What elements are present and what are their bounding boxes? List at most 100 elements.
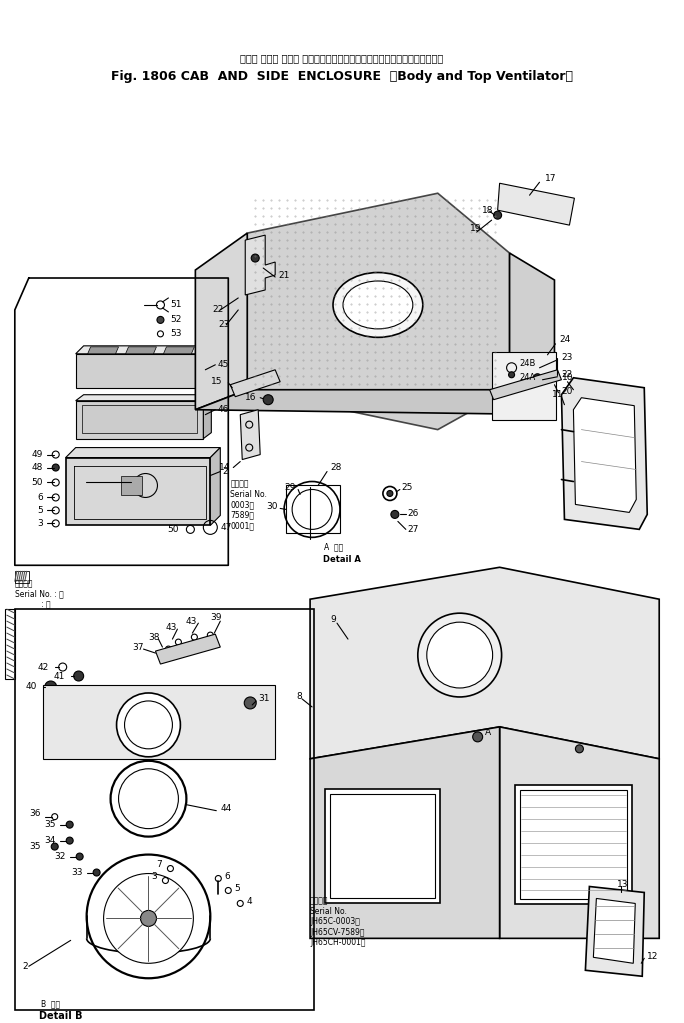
Polygon shape — [247, 193, 510, 430]
Text: 24: 24 — [560, 336, 570, 345]
Text: 35: 35 — [29, 842, 41, 851]
Polygon shape — [510, 253, 555, 414]
Bar — [492, 352, 557, 419]
Text: 6: 6 — [37, 493, 42, 502]
Text: 12: 12 — [647, 951, 659, 961]
Text: 42: 42 — [38, 663, 49, 671]
Circle shape — [140, 910, 157, 927]
Text: 22: 22 — [562, 370, 573, 380]
Polygon shape — [310, 568, 659, 759]
Text: 32: 32 — [54, 852, 66, 861]
Text: 46: 46 — [218, 405, 228, 414]
Text: 33: 33 — [71, 869, 83, 877]
Text: 26: 26 — [408, 508, 419, 518]
Bar — [286, 486, 340, 533]
Circle shape — [391, 510, 399, 519]
Text: 22: 22 — [212, 306, 224, 314]
Text: 10: 10 — [562, 373, 573, 383]
Circle shape — [284, 482, 340, 537]
Text: 2: 2 — [23, 962, 29, 971]
Text: 36: 36 — [29, 809, 41, 818]
Text: 6: 6 — [224, 872, 230, 881]
Polygon shape — [196, 233, 247, 409]
Circle shape — [509, 371, 514, 377]
Circle shape — [427, 622, 492, 688]
Text: 24A: 24A — [520, 373, 536, 383]
Text: 51: 51 — [170, 301, 182, 309]
Circle shape — [124, 701, 172, 749]
Text: 5: 5 — [234, 884, 240, 893]
Text: 14: 14 — [219, 463, 231, 472]
Text: 18: 18 — [482, 206, 493, 215]
Circle shape — [52, 464, 60, 471]
Text: 16: 16 — [245, 393, 256, 402]
Polygon shape — [66, 457, 210, 526]
Text: 38: 38 — [148, 632, 160, 641]
Text: 50: 50 — [31, 478, 42, 487]
Polygon shape — [203, 346, 211, 388]
Text: 8: 8 — [296, 693, 302, 702]
Circle shape — [87, 854, 210, 978]
Circle shape — [534, 373, 542, 382]
Ellipse shape — [343, 281, 413, 328]
Bar — [5, 609, 15, 679]
Text: 19: 19 — [470, 224, 481, 232]
Bar — [81, 405, 198, 433]
Circle shape — [292, 489, 332, 529]
Polygon shape — [76, 354, 203, 388]
Bar — [514, 785, 632, 904]
Text: 20: 20 — [562, 388, 573, 396]
Circle shape — [44, 681, 57, 693]
Text: 24B: 24B — [520, 359, 536, 368]
Text: 37: 37 — [133, 642, 144, 652]
Text: 34: 34 — [44, 836, 55, 845]
Text: 適用番号
Serial No.
JH65C-0003～
JH65CV-7589～
JH65CH-0001～: 適用番号 Serial No. JH65C-0003～ JH65CV-7589～… — [310, 896, 365, 947]
Text: 4: 4 — [246, 897, 252, 906]
Text: 30: 30 — [267, 502, 278, 510]
Text: 41: 41 — [53, 671, 65, 680]
Polygon shape — [573, 398, 636, 513]
Text: 52: 52 — [170, 315, 182, 324]
Polygon shape — [586, 887, 644, 976]
Circle shape — [383, 487, 397, 500]
Polygon shape — [498, 183, 575, 225]
Text: 適用番号
Serial No. : ～
           : ～: 適用番号 Serial No. : ～ : ～ — [15, 579, 64, 609]
Text: 35: 35 — [44, 820, 55, 830]
Polygon shape — [240, 409, 260, 459]
Text: 39: 39 — [210, 613, 222, 622]
Text: Detail A: Detail A — [323, 554, 361, 564]
Ellipse shape — [333, 272, 423, 338]
Polygon shape — [196, 390, 555, 414]
Polygon shape — [499, 727, 659, 938]
Circle shape — [66, 821, 73, 829]
Text: 15: 15 — [211, 377, 222, 387]
Polygon shape — [155, 634, 220, 664]
Polygon shape — [562, 377, 647, 529]
Text: 9: 9 — [330, 615, 336, 624]
Bar — [15, 571, 29, 583]
Text: 17: 17 — [544, 174, 556, 183]
Bar — [330, 794, 435, 898]
Text: キャブ および サイド インクロージャ（ボデーおよびトップベンチレータ）: キャブ および サイド インクロージャ（ボデーおよびトップベンチレータ） — [240, 53, 444, 63]
Text: 5: 5 — [37, 506, 42, 515]
Polygon shape — [76, 346, 211, 354]
Text: 3: 3 — [152, 872, 157, 881]
Circle shape — [93, 869, 100, 876]
Circle shape — [66, 837, 73, 844]
Text: 27: 27 — [408, 525, 419, 534]
Text: 47: 47 — [220, 523, 232, 532]
Text: A  断面: A 断面 — [324, 543, 343, 551]
Circle shape — [74, 671, 83, 681]
Text: Detail B: Detail B — [39, 1011, 82, 1021]
Circle shape — [575, 745, 583, 753]
Text: 25: 25 — [402, 483, 413, 492]
Bar — [325, 789, 440, 903]
Circle shape — [118, 768, 179, 829]
Circle shape — [103, 874, 194, 964]
Polygon shape — [594, 898, 635, 964]
Text: 29: 29 — [285, 483, 296, 492]
Text: 7: 7 — [157, 860, 162, 870]
Text: 11: 11 — [551, 390, 563, 399]
Polygon shape — [490, 369, 562, 400]
Polygon shape — [310, 727, 499, 938]
